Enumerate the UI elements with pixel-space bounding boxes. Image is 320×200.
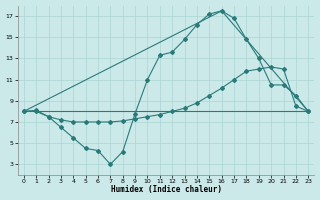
X-axis label: Humidex (Indice chaleur): Humidex (Indice chaleur): [110, 185, 221, 194]
